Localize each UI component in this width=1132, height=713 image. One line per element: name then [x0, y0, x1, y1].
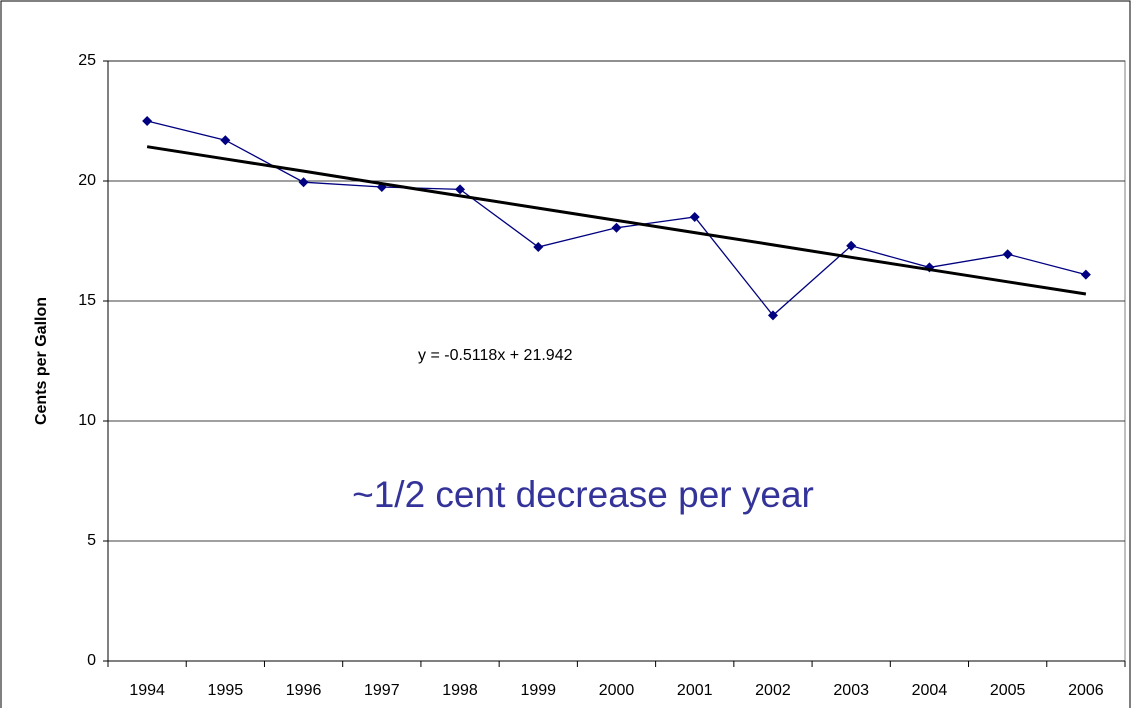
y-tick-label: 20 [78, 172, 96, 189]
x-tick-label: 2005 [990, 682, 1026, 699]
x-tick-label: 1998 [442, 682, 478, 699]
note-annotation: ~1/2 cent decrease per year [352, 474, 814, 515]
data-point [1002, 249, 1013, 260]
trendline [146, 145, 1087, 296]
x-tick-label: 2003 [833, 682, 869, 699]
data-point [142, 116, 153, 126]
plot-area [107, 60, 1126, 662]
data-point [846, 240, 857, 251]
y-tick-label: 25 [78, 52, 96, 69]
x-tick-label: 1996 [286, 682, 322, 699]
x-tick-label: 2001 [677, 682, 713, 699]
equation-annotation: y = -0.5118x + 21.942 [418, 347, 573, 364]
data-point [455, 184, 466, 195]
y-tick-label: 15 [78, 292, 96, 309]
data-point [611, 222, 622, 233]
data-point [220, 135, 231, 146]
y-axis-label: Cents per Gallon [33, 297, 50, 425]
x-tick-label: 1994 [129, 682, 165, 699]
data-point [533, 242, 544, 252]
x-tick-label: 1997 [364, 682, 400, 699]
x-tick-label: 1999 [520, 682, 556, 699]
data-point [298, 177, 309, 188]
data-point [767, 310, 778, 321]
x-tick-label: 2000 [599, 682, 635, 699]
x-tick-label: 2004 [912, 682, 948, 699]
y-tick-label: 0 [87, 652, 96, 669]
y-tick-label: 10 [78, 412, 96, 429]
x-tick-label: 1995 [208, 682, 244, 699]
data-point [1080, 269, 1091, 280]
x-tick-label: 2006 [1068, 682, 1104, 699]
x-tick-label: 2002 [755, 682, 791, 699]
y-tick-label: 5 [87, 532, 96, 549]
data-point [689, 212, 700, 222]
series-line [146, 120, 1087, 317]
